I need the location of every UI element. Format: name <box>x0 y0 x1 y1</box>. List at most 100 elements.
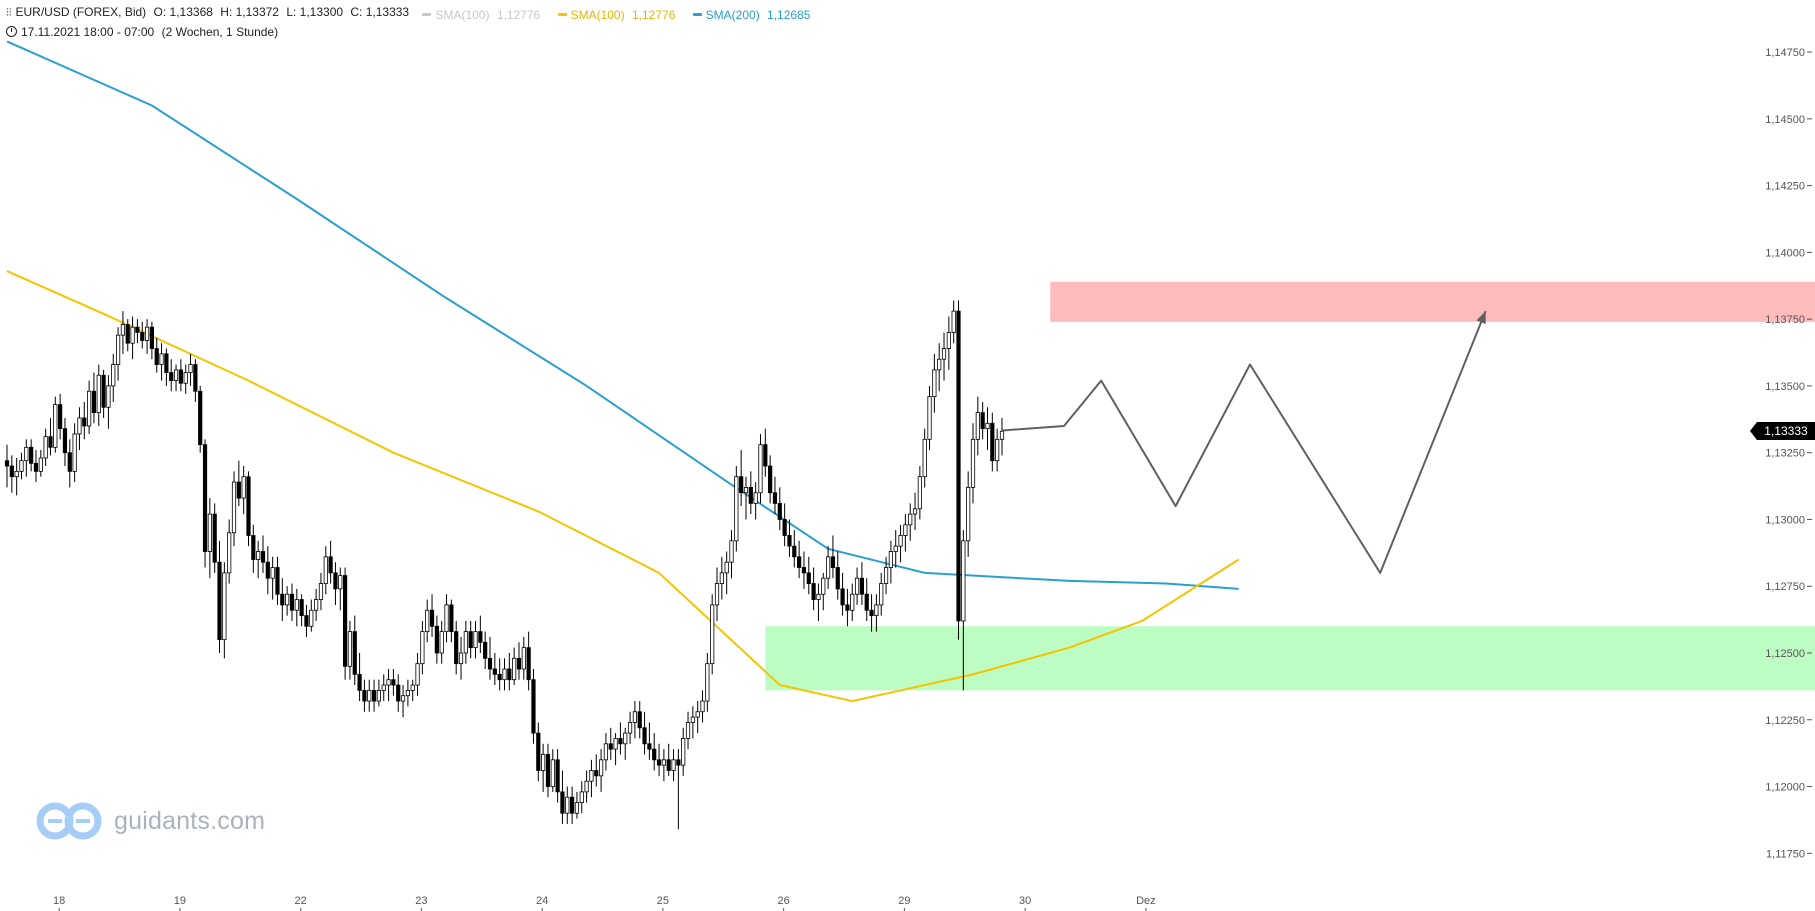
candle-down <box>492 668 497 675</box>
candle-up <box>970 438 976 488</box>
candle-up <box>347 631 353 667</box>
candle-up <box>173 369 179 381</box>
legend-sma100-gray[interactable]: SMA(100) 1,12776 <box>422 7 544 23</box>
candle-down <box>101 374 106 408</box>
last-price-tag: 1,13333 <box>1750 421 1815 440</box>
sma200-line <box>6 40 1239 590</box>
candle-down <box>845 604 850 611</box>
candle-down <box>545 754 551 787</box>
candle-down <box>536 732 541 771</box>
candle-down <box>429 609 435 627</box>
candle-up <box>685 722 691 739</box>
close-value: C: 1,13333 <box>350 5 410 19</box>
candle-down <box>125 324 130 344</box>
candle-up <box>420 631 425 665</box>
candle-up <box>681 738 686 766</box>
candle-up <box>632 711 638 723</box>
candle-down <box>840 588 845 606</box>
candle-down <box>811 583 816 600</box>
candle-up <box>821 577 826 595</box>
candle-up <box>700 700 705 713</box>
candle-up <box>883 567 889 584</box>
candle-up <box>550 759 555 787</box>
candle-up <box>444 604 449 633</box>
candle-down <box>275 567 280 595</box>
candle-down <box>642 727 647 745</box>
candle-down <box>652 748 657 761</box>
candle-up <box>961 540 966 622</box>
candle-up <box>975 412 980 440</box>
candle-down <box>434 625 439 654</box>
candle-up <box>912 508 918 515</box>
candle-down <box>990 422 995 462</box>
candle-down <box>198 390 203 446</box>
resistance-zone <box>1050 281 1815 322</box>
candle-up <box>753 492 758 504</box>
x-tick-label: 30 <box>1019 895 1031 907</box>
candle-up <box>19 460 24 472</box>
candle-down <box>772 492 778 504</box>
legend-ohlc-line: ⫶⫶ EUR/USD (FOREX, Bid) O: 1,13368 H: 1,1… <box>6 4 818 23</box>
sma100-gray-swatch <box>422 13 432 16</box>
projection-arrowhead <box>1476 311 1486 325</box>
sma200-label: SMA(200) <box>705 7 760 22</box>
candle-down <box>62 428 68 454</box>
candle-up <box>850 593 855 611</box>
candle-up <box>405 689 410 697</box>
candle-up <box>579 791 584 803</box>
candle-down <box>787 535 792 547</box>
candle-down <box>454 631 459 665</box>
candle-down <box>58 404 63 430</box>
candle-up <box>995 438 1000 462</box>
zones-layer <box>765 281 1815 691</box>
candle-up <box>603 743 609 761</box>
candle-up <box>888 551 893 568</box>
candle-up <box>999 430 1005 440</box>
sma100-yellow-swatch <box>557 13 567 16</box>
candle-up <box>917 476 922 510</box>
candle-up <box>338 575 343 590</box>
y-tick-label: 1,13250 <box>1765 448 1805 460</box>
candle-up <box>207 513 212 552</box>
y-tick-label: 1,13500 <box>1765 381 1805 393</box>
y-tick-label: 1,12500 <box>1765 648 1805 660</box>
candle-down <box>792 545 797 558</box>
candle-down <box>516 657 522 670</box>
candle-up <box>903 524 908 536</box>
high-value: H: 1,13372 <box>220 5 279 19</box>
x-tick-label: 23 <box>415 895 427 907</box>
candle-up <box>231 481 237 534</box>
y-tick-label: 1,14000 <box>1765 247 1805 259</box>
candle-down <box>507 668 512 681</box>
candle-down <box>251 535 256 560</box>
x-tick-label: 18 <box>53 895 65 907</box>
candle-down <box>265 561 270 579</box>
candle-up <box>309 609 314 627</box>
candle-down <box>449 604 454 633</box>
candle-down <box>608 743 613 750</box>
candle-up <box>946 332 951 349</box>
projection-layer <box>1001 310 1487 574</box>
candle-down <box>33 462 39 472</box>
candle-up <box>695 711 700 718</box>
y-tick-label: 1,12750 <box>1765 581 1805 593</box>
candle-up <box>381 684 386 691</box>
legend-sma100-yellow[interactable]: SMA(100) 1,12776 <box>557 7 680 23</box>
candle-up <box>439 631 444 654</box>
candle-up <box>937 358 942 371</box>
guidants-logo-icon <box>36 802 102 840</box>
candle-down <box>260 551 266 563</box>
candle-up <box>893 545 898 552</box>
y-tick-label: 1,13750 <box>1765 314 1805 326</box>
candle-down <box>91 390 97 414</box>
candle-up <box>661 759 666 766</box>
candle-down <box>748 486 753 504</box>
candle-down <box>956 310 961 622</box>
sma100-yellow-label: SMA(100) <box>570 7 625 22</box>
candle-up <box>367 689 372 702</box>
candle-up <box>285 593 290 606</box>
x-tick-label: 24 <box>536 895 548 907</box>
candle-down <box>9 465 14 478</box>
legend-sma200-blue[interactable]: SMA(200) 1,12685 <box>692 7 815 23</box>
